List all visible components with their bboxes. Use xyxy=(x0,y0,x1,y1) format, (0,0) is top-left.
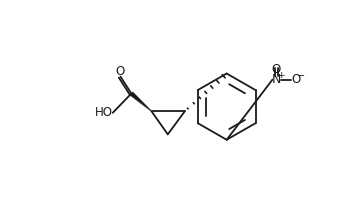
Text: N: N xyxy=(271,73,281,86)
Polygon shape xyxy=(130,92,152,112)
Text: O: O xyxy=(272,63,281,76)
Text: HO: HO xyxy=(95,106,113,119)
Text: O: O xyxy=(116,65,125,78)
Text: −: − xyxy=(297,71,305,81)
Text: O: O xyxy=(291,73,300,86)
Text: +: + xyxy=(277,71,284,80)
